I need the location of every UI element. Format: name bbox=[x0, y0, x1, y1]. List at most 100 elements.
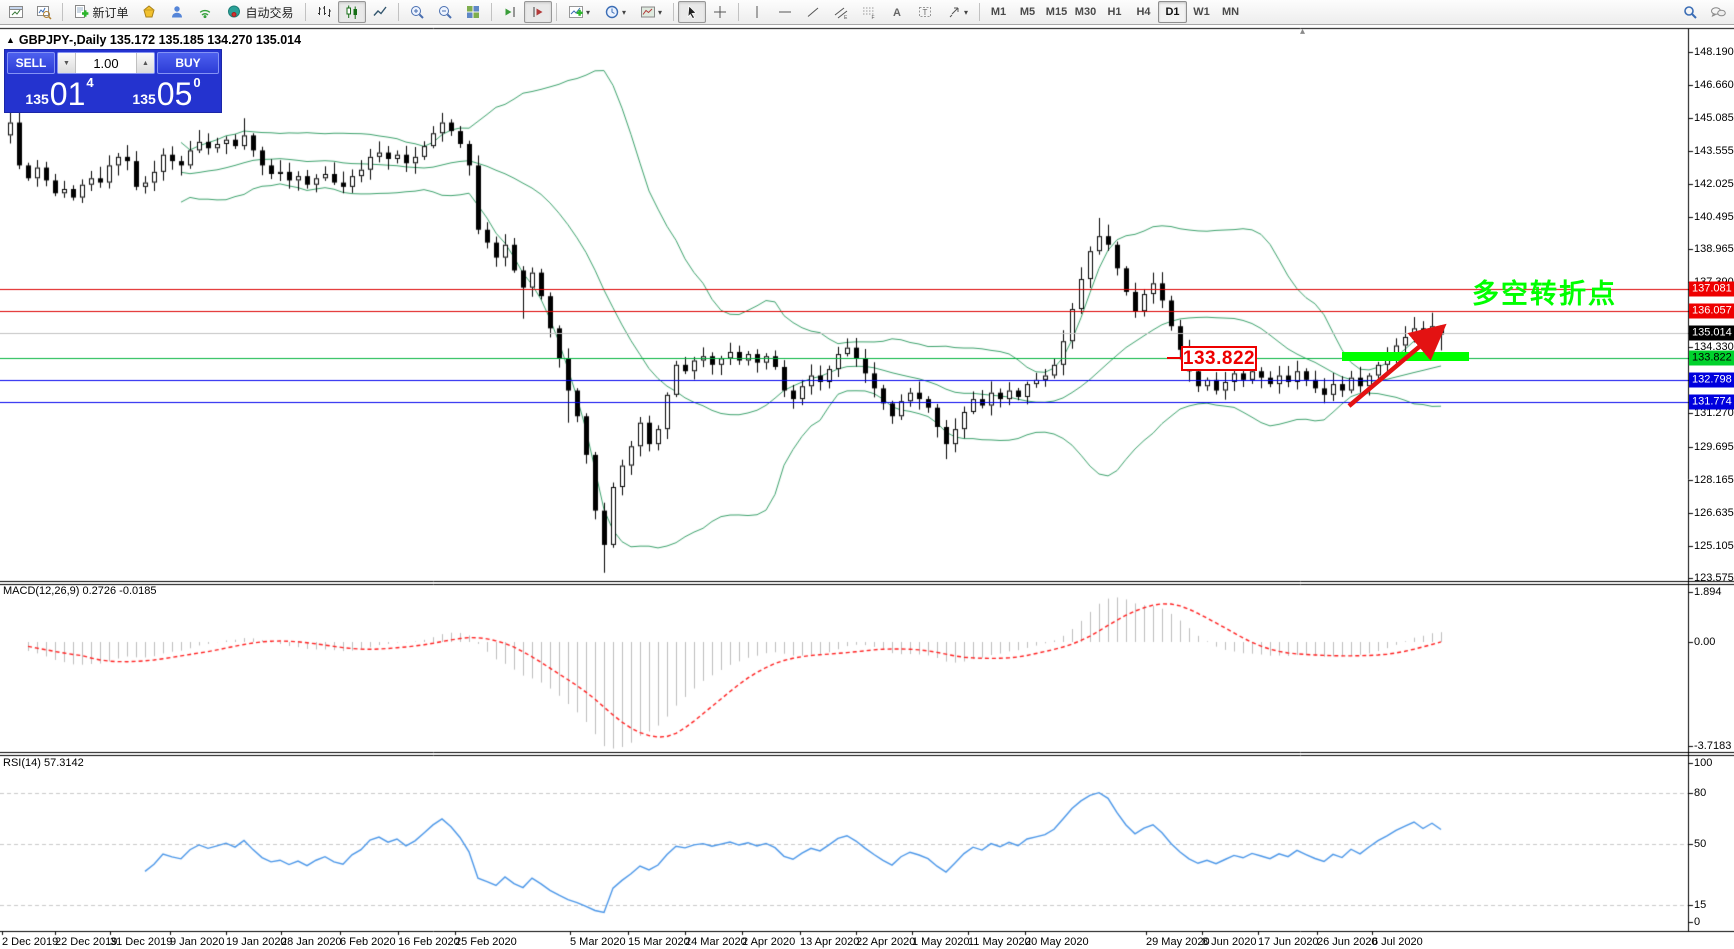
zoom-out-button[interactable] bbox=[431, 1, 459, 23]
date-tick-label: 28 Jan 2020 bbox=[281, 936, 342, 948]
metaeditor-button[interactable] bbox=[135, 1, 163, 23]
date-tick-label: 6 Jul 2020 bbox=[1372, 936, 1423, 948]
date-tick-label: 9 Jan 2020 bbox=[170, 936, 225, 948]
collapse-arrow-icon[interactable]: ▲ bbox=[6, 35, 15, 45]
templates-button[interactable]: ▾ bbox=[633, 1, 669, 23]
tick-chart-button[interactable] bbox=[30, 1, 58, 23]
timeframe-w1-button[interactable]: W1 bbox=[1193, 6, 1210, 18]
date-tick-label: 1 May 2020 bbox=[912, 936, 970, 948]
toolbar-separator bbox=[979, 3, 980, 21]
indicators-icon bbox=[568, 4, 584, 20]
periods-button[interactable]: ▾ bbox=[597, 1, 633, 23]
date-tick-label: 31 Dec 2019 bbox=[110, 936, 173, 948]
date-tick-label: 29 May 2020 bbox=[1146, 936, 1210, 948]
zoom-out-icon bbox=[437, 4, 453, 20]
svg-text:A: A bbox=[893, 7, 901, 19]
rsi-tick-label: 80 bbox=[1694, 787, 1707, 799]
bar-chart-icon bbox=[316, 4, 332, 20]
price-tick-label: 123.575 bbox=[1694, 572, 1734, 584]
sell-button[interactable]: SELL bbox=[7, 52, 55, 74]
date-tick-label: 17 Jun 2020 bbox=[1258, 936, 1319, 948]
price-tick-label: 131.270 bbox=[1694, 407, 1734, 419]
chat-button[interactable] bbox=[1704, 1, 1732, 23]
price-tick-label: 142.025 bbox=[1694, 178, 1734, 190]
timeframe-m5-button[interactable]: M5 bbox=[1019, 6, 1036, 18]
svg-text:E: E bbox=[844, 15, 848, 20]
trendline-icon bbox=[805, 4, 821, 20]
horizontal-line-button[interactable] bbox=[771, 1, 799, 23]
price-tick-label: 134.330 bbox=[1694, 341, 1734, 353]
volume-field[interactable]: 1.00 bbox=[93, 55, 119, 71]
date-tick-label: 6 Feb 2020 bbox=[340, 936, 396, 948]
date-tick-label: 24 Mar 2020 bbox=[685, 936, 747, 948]
price-tick-label: 140.495 bbox=[1694, 211, 1734, 223]
price-box-tick bbox=[1167, 357, 1181, 359]
trade-panel-top-row: SELL ▼ 1.00 ▲ BUY bbox=[5, 50, 221, 74]
pivot-annotation-text[interactable]: 多空转折点 bbox=[1472, 279, 1617, 309]
text-tool-button[interactable]: A bbox=[883, 1, 911, 23]
buy-button[interactable]: BUY bbox=[156, 52, 219, 74]
date-tick-label: 11 May 2020 bbox=[968, 936, 1031, 948]
signals-icon bbox=[197, 4, 213, 20]
chart-shift-button[interactable] bbox=[524, 1, 552, 23]
label-tool-button[interactable]: T bbox=[911, 1, 939, 23]
timeframe-m30-button[interactable]: M30 bbox=[1074, 6, 1097, 18]
trendline-button[interactable] bbox=[799, 1, 827, 23]
tile-windows-icon bbox=[465, 4, 481, 20]
sell-price-point: 4 bbox=[86, 75, 94, 90]
timeframe-m1-button[interactable]: M1 bbox=[990, 6, 1007, 18]
candlestick-chart-button[interactable] bbox=[338, 1, 366, 23]
new-order-button[interactable]: 新订单 bbox=[67, 1, 135, 23]
price-tick-label: 126.635 bbox=[1694, 507, 1734, 519]
tile-windows-button[interactable] bbox=[459, 1, 487, 23]
chart-shift-marker[interactable]: ▴ bbox=[1300, 26, 1306, 37]
svg-text:T: T bbox=[923, 8, 928, 17]
charts-window-button[interactable] bbox=[2, 1, 30, 23]
timeframe-mn-button[interactable]: MN bbox=[1221, 6, 1240, 18]
one-click-trading-panel: SELL ▼ 1.00 ▲ BUY 135 01 4 135 05 0 bbox=[4, 49, 222, 113]
price-tick-label: 125.105 bbox=[1694, 540, 1734, 552]
signals-button[interactable] bbox=[191, 1, 219, 23]
toolbar-separator bbox=[491, 3, 492, 21]
bar-chart-button[interactable] bbox=[310, 1, 338, 23]
autotrading-button[interactable]: 自动交易 bbox=[219, 1, 301, 23]
timeframe-d1-button[interactable]: D1 bbox=[1158, 1, 1187, 23]
price-tick-label: 145.085 bbox=[1694, 112, 1734, 124]
clock-icon bbox=[604, 4, 620, 20]
macd-tick-label: 0.00 bbox=[1694, 636, 1716, 648]
buy-price[interactable]: 135 05 0 bbox=[114, 76, 219, 110]
auto-scroll-icon bbox=[502, 4, 518, 20]
date-tick-label: 2 Dec 2019 bbox=[2, 936, 59, 948]
templates-icon bbox=[640, 4, 656, 20]
fibonacci-button[interactable]: F bbox=[855, 1, 883, 23]
macd-tick-label: -3.7183 bbox=[1694, 740, 1732, 752]
sell-price-figure: 135 bbox=[25, 91, 49, 107]
trend-arrow[interactable] bbox=[1340, 318, 1452, 414]
rsi-tick-label: 15 bbox=[1694, 899, 1707, 911]
search-button[interactable] bbox=[1676, 1, 1704, 23]
person-icon bbox=[169, 4, 185, 20]
buy-price-point: 0 bbox=[193, 75, 201, 90]
zoom-in-button[interactable] bbox=[403, 1, 431, 23]
price-tick-label: 129.695 bbox=[1694, 441, 1734, 453]
line-chart-button[interactable] bbox=[366, 1, 394, 23]
market-button[interactable] bbox=[163, 1, 191, 23]
cursor-button[interactable] bbox=[678, 1, 706, 23]
vertical-line-button[interactable] bbox=[743, 1, 771, 23]
volume-increase-button[interactable]: ▲ bbox=[135, 53, 154, 73]
charts-window-icon bbox=[8, 4, 24, 20]
timeframe-h4-button[interactable]: H4 bbox=[1136, 6, 1151, 18]
auto-scroll-button[interactable] bbox=[496, 1, 524, 23]
price-level-box[interactable]: 133.822 bbox=[1181, 346, 1257, 371]
arrows-tool-button[interactable]: ▾ bbox=[939, 1, 975, 23]
timeframe-m15-button[interactable]: M15 bbox=[1045, 6, 1068, 18]
volume-decrease-button[interactable]: ▼ bbox=[58, 53, 76, 73]
toolbar-separator bbox=[62, 3, 63, 21]
channel-button[interactable]: E bbox=[827, 1, 855, 23]
crosshair-button[interactable] bbox=[706, 1, 734, 23]
indicators-button[interactable]: ▾ bbox=[561, 1, 597, 23]
sell-price[interactable]: 135 01 4 bbox=[7, 76, 112, 110]
timeframe-h1-button[interactable]: H1 bbox=[1107, 6, 1122, 18]
chart-shift-icon bbox=[530, 4, 546, 20]
